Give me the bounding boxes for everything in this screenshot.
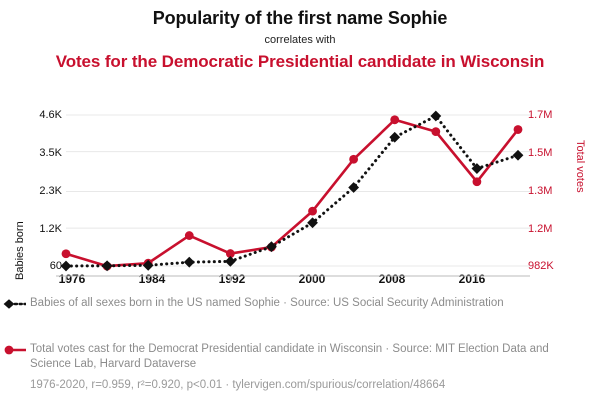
correlation-note: 1976-2020, r=0.959, r²=0.920, p<0.01 · t… <box>30 379 446 391</box>
chart-svg <box>56 110 530 282</box>
black-diamond-dotted-line-icon <box>3 299 26 309</box>
y-tick-left-4: 60 <box>49 260 62 272</box>
y-tick-left-2: 2.3K <box>39 185 62 197</box>
series-line-babies-born <box>64 114 520 268</box>
legend-label-babies: Babies of all sexes born in the US named… <box>30 297 504 309</box>
gridlines <box>66 114 530 267</box>
legend-label-votes: Total votes cast for the Democrat Presid… <box>30 343 549 370</box>
y-tick-left-0: 4.6K <box>39 109 62 121</box>
y-tick-right-0: 1.7M <box>528 109 553 121</box>
chart-plot-area: Babies born Total votes 4.6K 3.5K 2.3K 1… <box>0 100 600 295</box>
y-tick-right-4: 982K <box>528 260 554 272</box>
y-tick-right-3: 1.2M <box>528 223 553 235</box>
y-tick-right-1: 1.5M <box>528 147 553 159</box>
y-tick-left-3: 1.2K <box>39 223 62 235</box>
page-title: Popularity of the first name Sophie <box>152 8 448 28</box>
series-line-total-votes <box>64 118 520 268</box>
title-connector: correlates with <box>264 34 336 46</box>
page-subtitle: Votes for the Democratic Presidential ca… <box>55 52 545 71</box>
title-block: Popularity of the first name Sophie corr… <box>0 0 600 72</box>
y-tick-right-2: 1.3M <box>528 185 553 197</box>
y-tick-left-1: 3.5K <box>39 147 62 159</box>
chart-footer: Babies of all sexes born in the US named… <box>0 296 600 414</box>
red-circle-solid-line-icon <box>4 345 26 355</box>
x-tick-marks <box>65 276 478 282</box>
